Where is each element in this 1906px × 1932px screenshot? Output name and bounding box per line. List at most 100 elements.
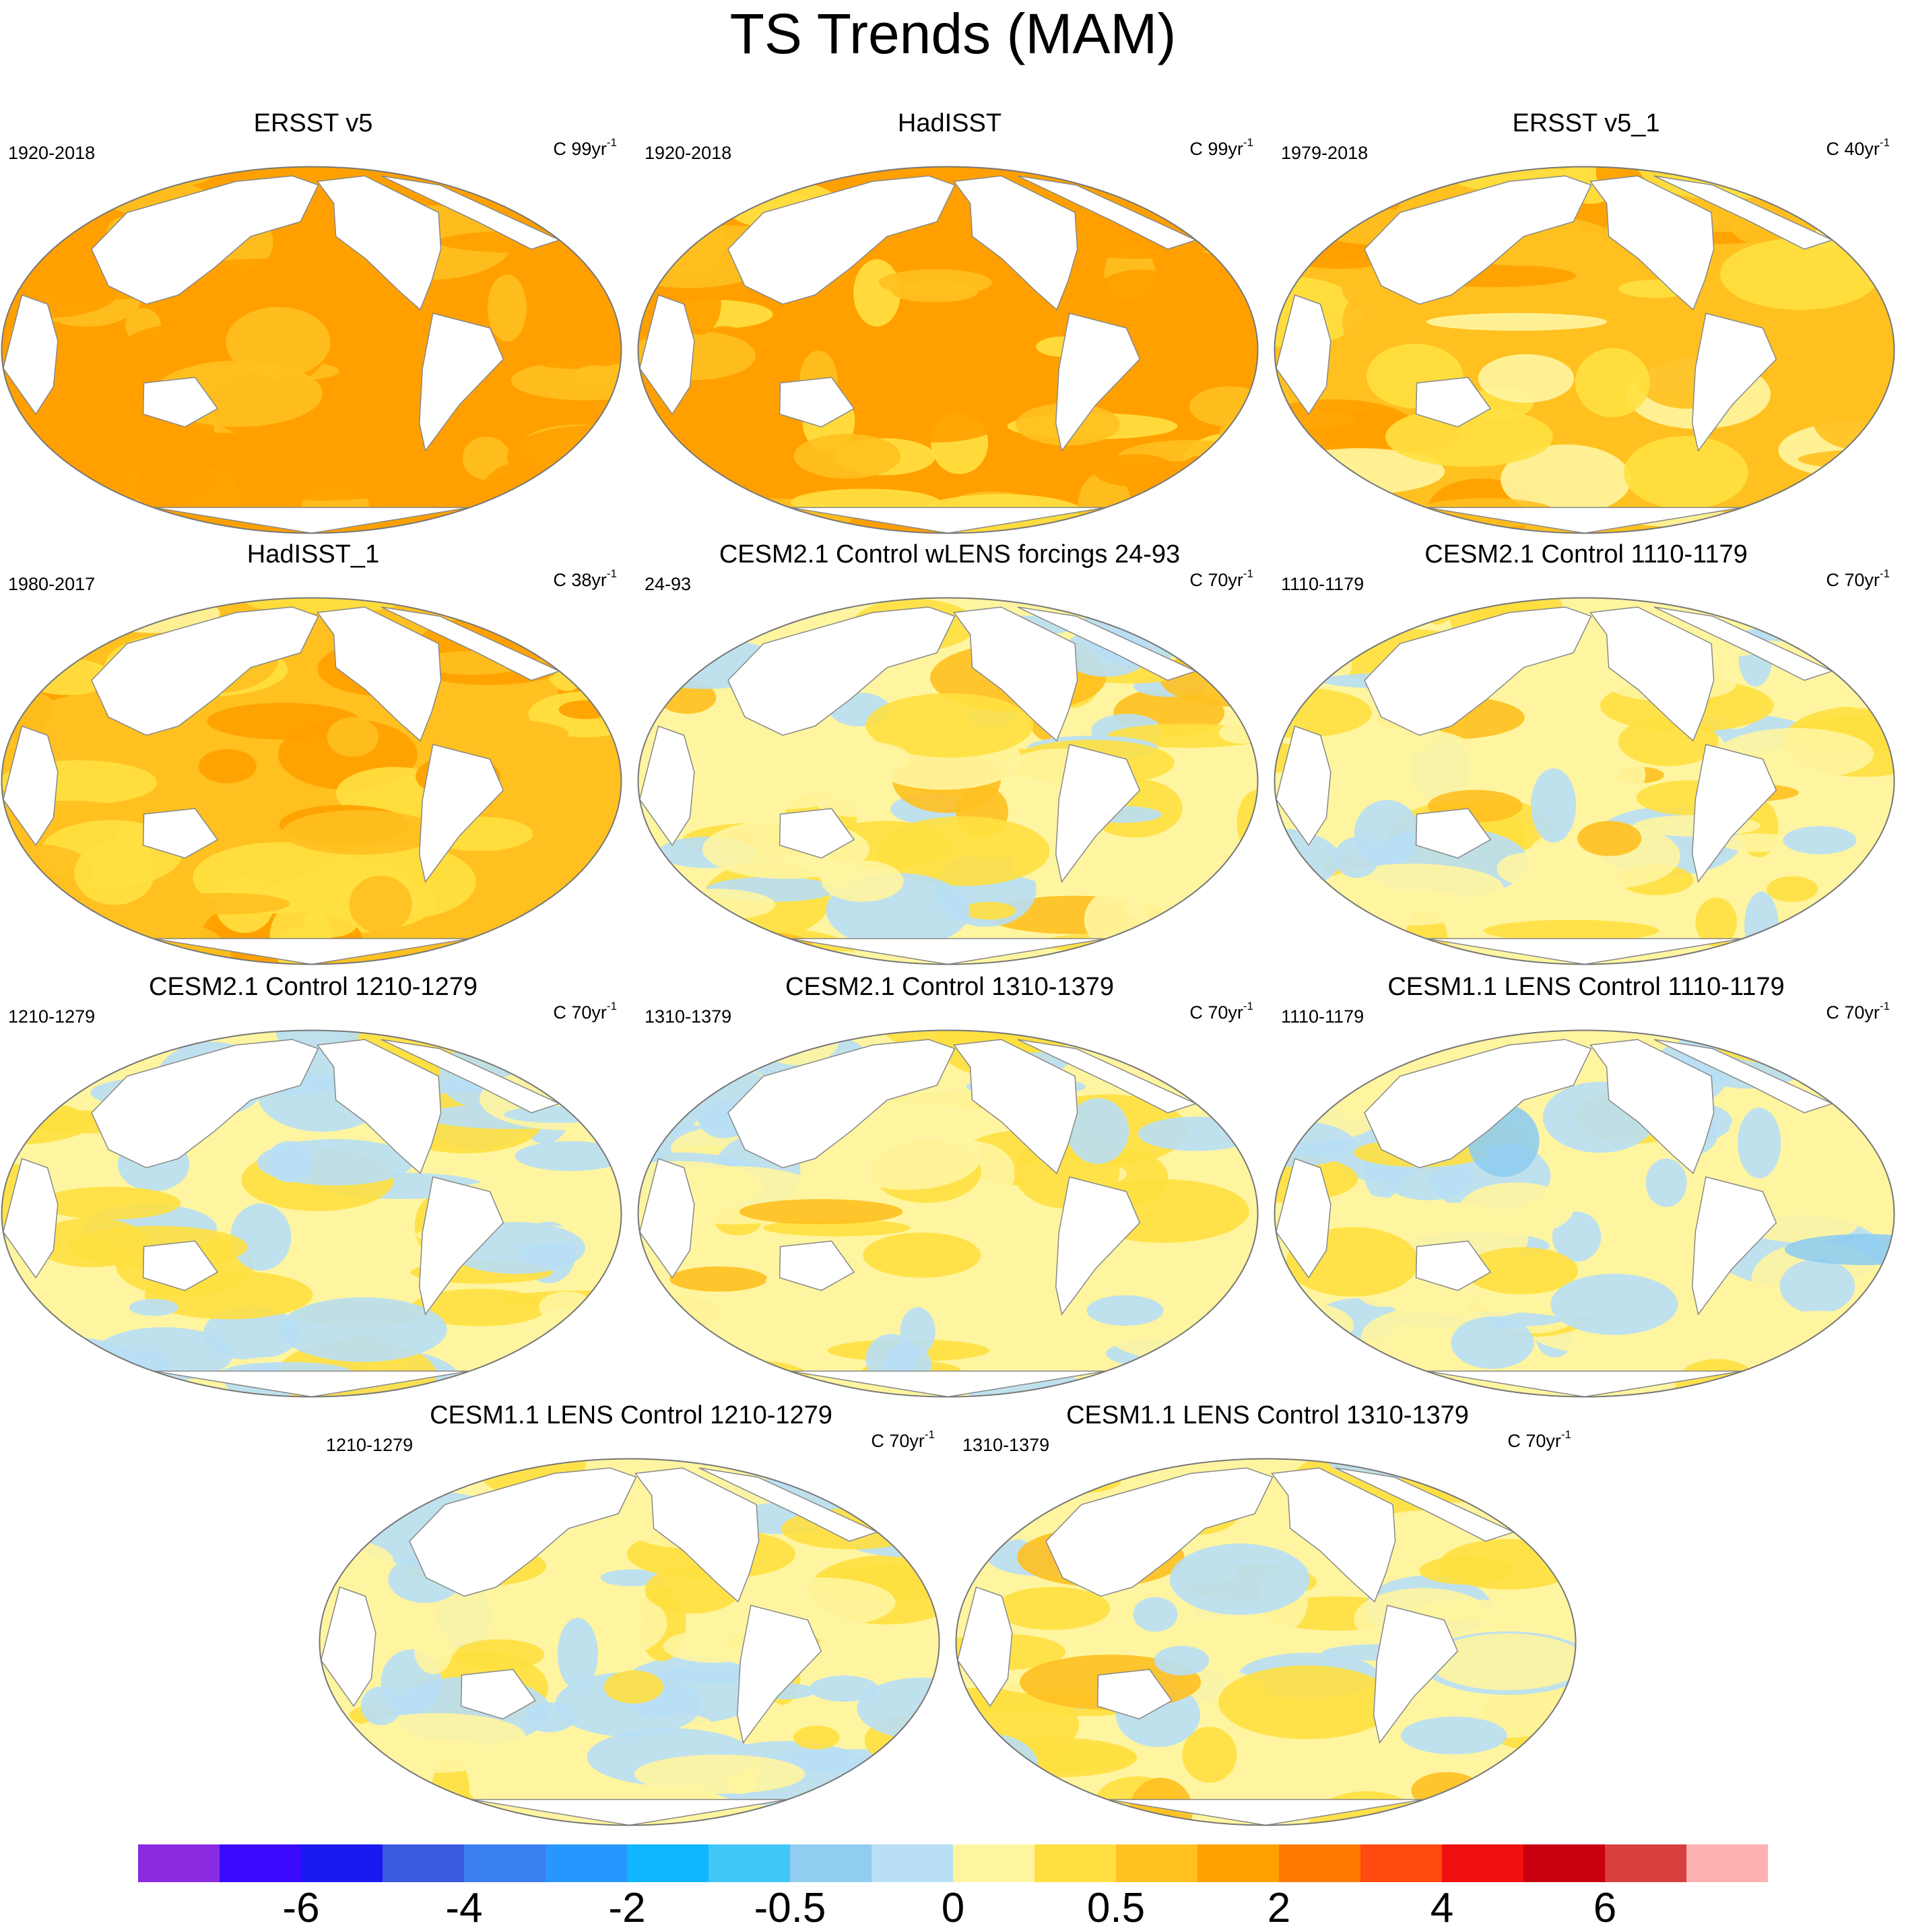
land-asia bbox=[1364, 175, 1592, 305]
trend-contour bbox=[1808, 1330, 1895, 1369]
trend-contour bbox=[535, 937, 622, 965]
trend-contour bbox=[414, 1629, 453, 1674]
trend-contour bbox=[971, 1262, 1009, 1331]
colorbar-swatch bbox=[1605, 1844, 1687, 1882]
panel-period: 1310-1379 bbox=[962, 1435, 1050, 1455]
trend-contour bbox=[793, 1725, 840, 1749]
panel-period: 1210-1279 bbox=[326, 1435, 414, 1455]
land-europe bbox=[1335, 1467, 1515, 1542]
trend-contour bbox=[1550, 1273, 1678, 1335]
trend-contour bbox=[1645, 1158, 1687, 1207]
trend-contour bbox=[1086, 1295, 1164, 1326]
trend-map bbox=[637, 166, 1259, 534]
trend-map bbox=[637, 597, 1259, 965]
land-namerica bbox=[1589, 1039, 1715, 1174]
colorbar-tick-label: -4 bbox=[445, 1885, 483, 1931]
trend-map bbox=[955, 1458, 1577, 1826]
trend-contour bbox=[1176, 455, 1226, 501]
land-antarctica bbox=[789, 507, 1107, 534]
trend-contour bbox=[1274, 515, 1358, 534]
trend-contour bbox=[1, 189, 71, 218]
land-australia bbox=[142, 1240, 219, 1291]
trend-contour bbox=[55, 493, 94, 534]
trend-contour bbox=[207, 703, 360, 740]
panel-units: C 70yr-1 bbox=[871, 1428, 935, 1451]
trend-contour bbox=[1194, 654, 1240, 674]
land-namerica bbox=[317, 1039, 442, 1174]
trend-contour bbox=[487, 274, 527, 342]
land-europe bbox=[1017, 1039, 1197, 1114]
panel-units: C 70yr-1 bbox=[1189, 1000, 1253, 1023]
land-samerica bbox=[1055, 744, 1141, 883]
map-panel: HadISST_1 1980-2017 C 38yr-1 bbox=[0, 539, 626, 967]
panel-title: ERSST v5 bbox=[253, 109, 373, 137]
land-samerica bbox=[1055, 313, 1141, 452]
trend-contour bbox=[573, 365, 615, 384]
trend-contour bbox=[327, 717, 379, 757]
trend-contour bbox=[1738, 1107, 1781, 1179]
trend-contour bbox=[279, 1297, 447, 1362]
colorbar-swatch bbox=[1442, 1844, 1524, 1882]
trend-contour bbox=[1784, 1233, 1895, 1265]
trend-contour bbox=[1348, 889, 1476, 926]
trend-contour bbox=[832, 1122, 982, 1190]
land-samerica bbox=[736, 1605, 822, 1744]
map-frame bbox=[637, 1029, 1259, 1398]
colorbar bbox=[138, 1844, 1768, 1882]
panel-period: 1979-2018 bbox=[1281, 143, 1369, 163]
panel-title: CESM1.1 LENS Control 1210-1279 bbox=[430, 1401, 832, 1429]
trend-contour bbox=[821, 860, 904, 902]
colorbar-swatch bbox=[627, 1844, 709, 1882]
land-namerica bbox=[1589, 175, 1715, 311]
trend-contour bbox=[956, 1686, 1080, 1764]
land-antarctica bbox=[1426, 507, 1743, 534]
trend-contour bbox=[1160, 307, 1258, 355]
trend-contour bbox=[1528, 823, 1680, 889]
trend-contour bbox=[638, 223, 712, 241]
land-antarctica bbox=[153, 507, 470, 534]
trend-contour bbox=[230, 1203, 292, 1271]
land-namerica bbox=[1271, 1467, 1396, 1603]
map-frame bbox=[1274, 166, 1895, 534]
trend-contour bbox=[1721, 833, 1795, 852]
trend-contour bbox=[63, 403, 163, 430]
land-australia bbox=[1415, 1240, 1492, 1291]
land-asia bbox=[409, 1467, 637, 1597]
trend-contour bbox=[638, 599, 725, 627]
trend-contour bbox=[603, 1670, 663, 1704]
trend-contour bbox=[1464, 1247, 1579, 1295]
land-namerica bbox=[953, 175, 1078, 311]
trend-contour bbox=[1552, 1211, 1602, 1262]
panel-units: C 70yr-1 bbox=[1189, 567, 1253, 590]
trend-map bbox=[1, 166, 622, 534]
land-europe bbox=[1653, 606, 1834, 681]
trend-contour bbox=[996, 1803, 1062, 1824]
trend-contour bbox=[1401, 1716, 1507, 1755]
trend-contour bbox=[1086, 269, 1195, 341]
map-frame bbox=[637, 166, 1259, 534]
trend-contour bbox=[500, 916, 622, 940]
trend-contour bbox=[1474, 1778, 1575, 1826]
colorbar-swatch bbox=[709, 1844, 791, 1882]
trend-contour bbox=[600, 1569, 663, 1586]
trend-contour bbox=[1138, 924, 1183, 944]
map-panel: CESM1.1 LENS Control 1210-1279 1210-1279 C… bbox=[318, 1400, 944, 1828]
trend-contour bbox=[1218, 1665, 1396, 1739]
panel-period: 1110-1179 bbox=[1281, 574, 1365, 594]
trend-contour bbox=[513, 331, 622, 369]
panel-units: C 70yr-1 bbox=[1826, 1000, 1890, 1023]
land-antarctica bbox=[1107, 1799, 1424, 1826]
trend-contour bbox=[158, 893, 290, 915]
trend-contour bbox=[38, 895, 88, 932]
land-australia bbox=[779, 377, 855, 428]
map-frame bbox=[1274, 597, 1895, 965]
colorbar-swatch bbox=[872, 1844, 954, 1882]
trend-contour bbox=[739, 1199, 903, 1225]
trend-map bbox=[319, 1458, 940, 1826]
map-panel: CESM2.1 Control 1110-1179 1110-1179 C 70yr… bbox=[1273, 539, 1899, 967]
trend-contour bbox=[770, 738, 911, 776]
map-panel: HadISST 1920-2018 C 99yr-1 bbox=[636, 108, 1263, 536]
trend-contour bbox=[1744, 891, 1779, 959]
panel-title: CESM2.1 Control 1310-1379 bbox=[785, 973, 1114, 1001]
map-panel: ERSST v5_1 1979-2018 C 40yr-1 bbox=[1273, 108, 1899, 536]
